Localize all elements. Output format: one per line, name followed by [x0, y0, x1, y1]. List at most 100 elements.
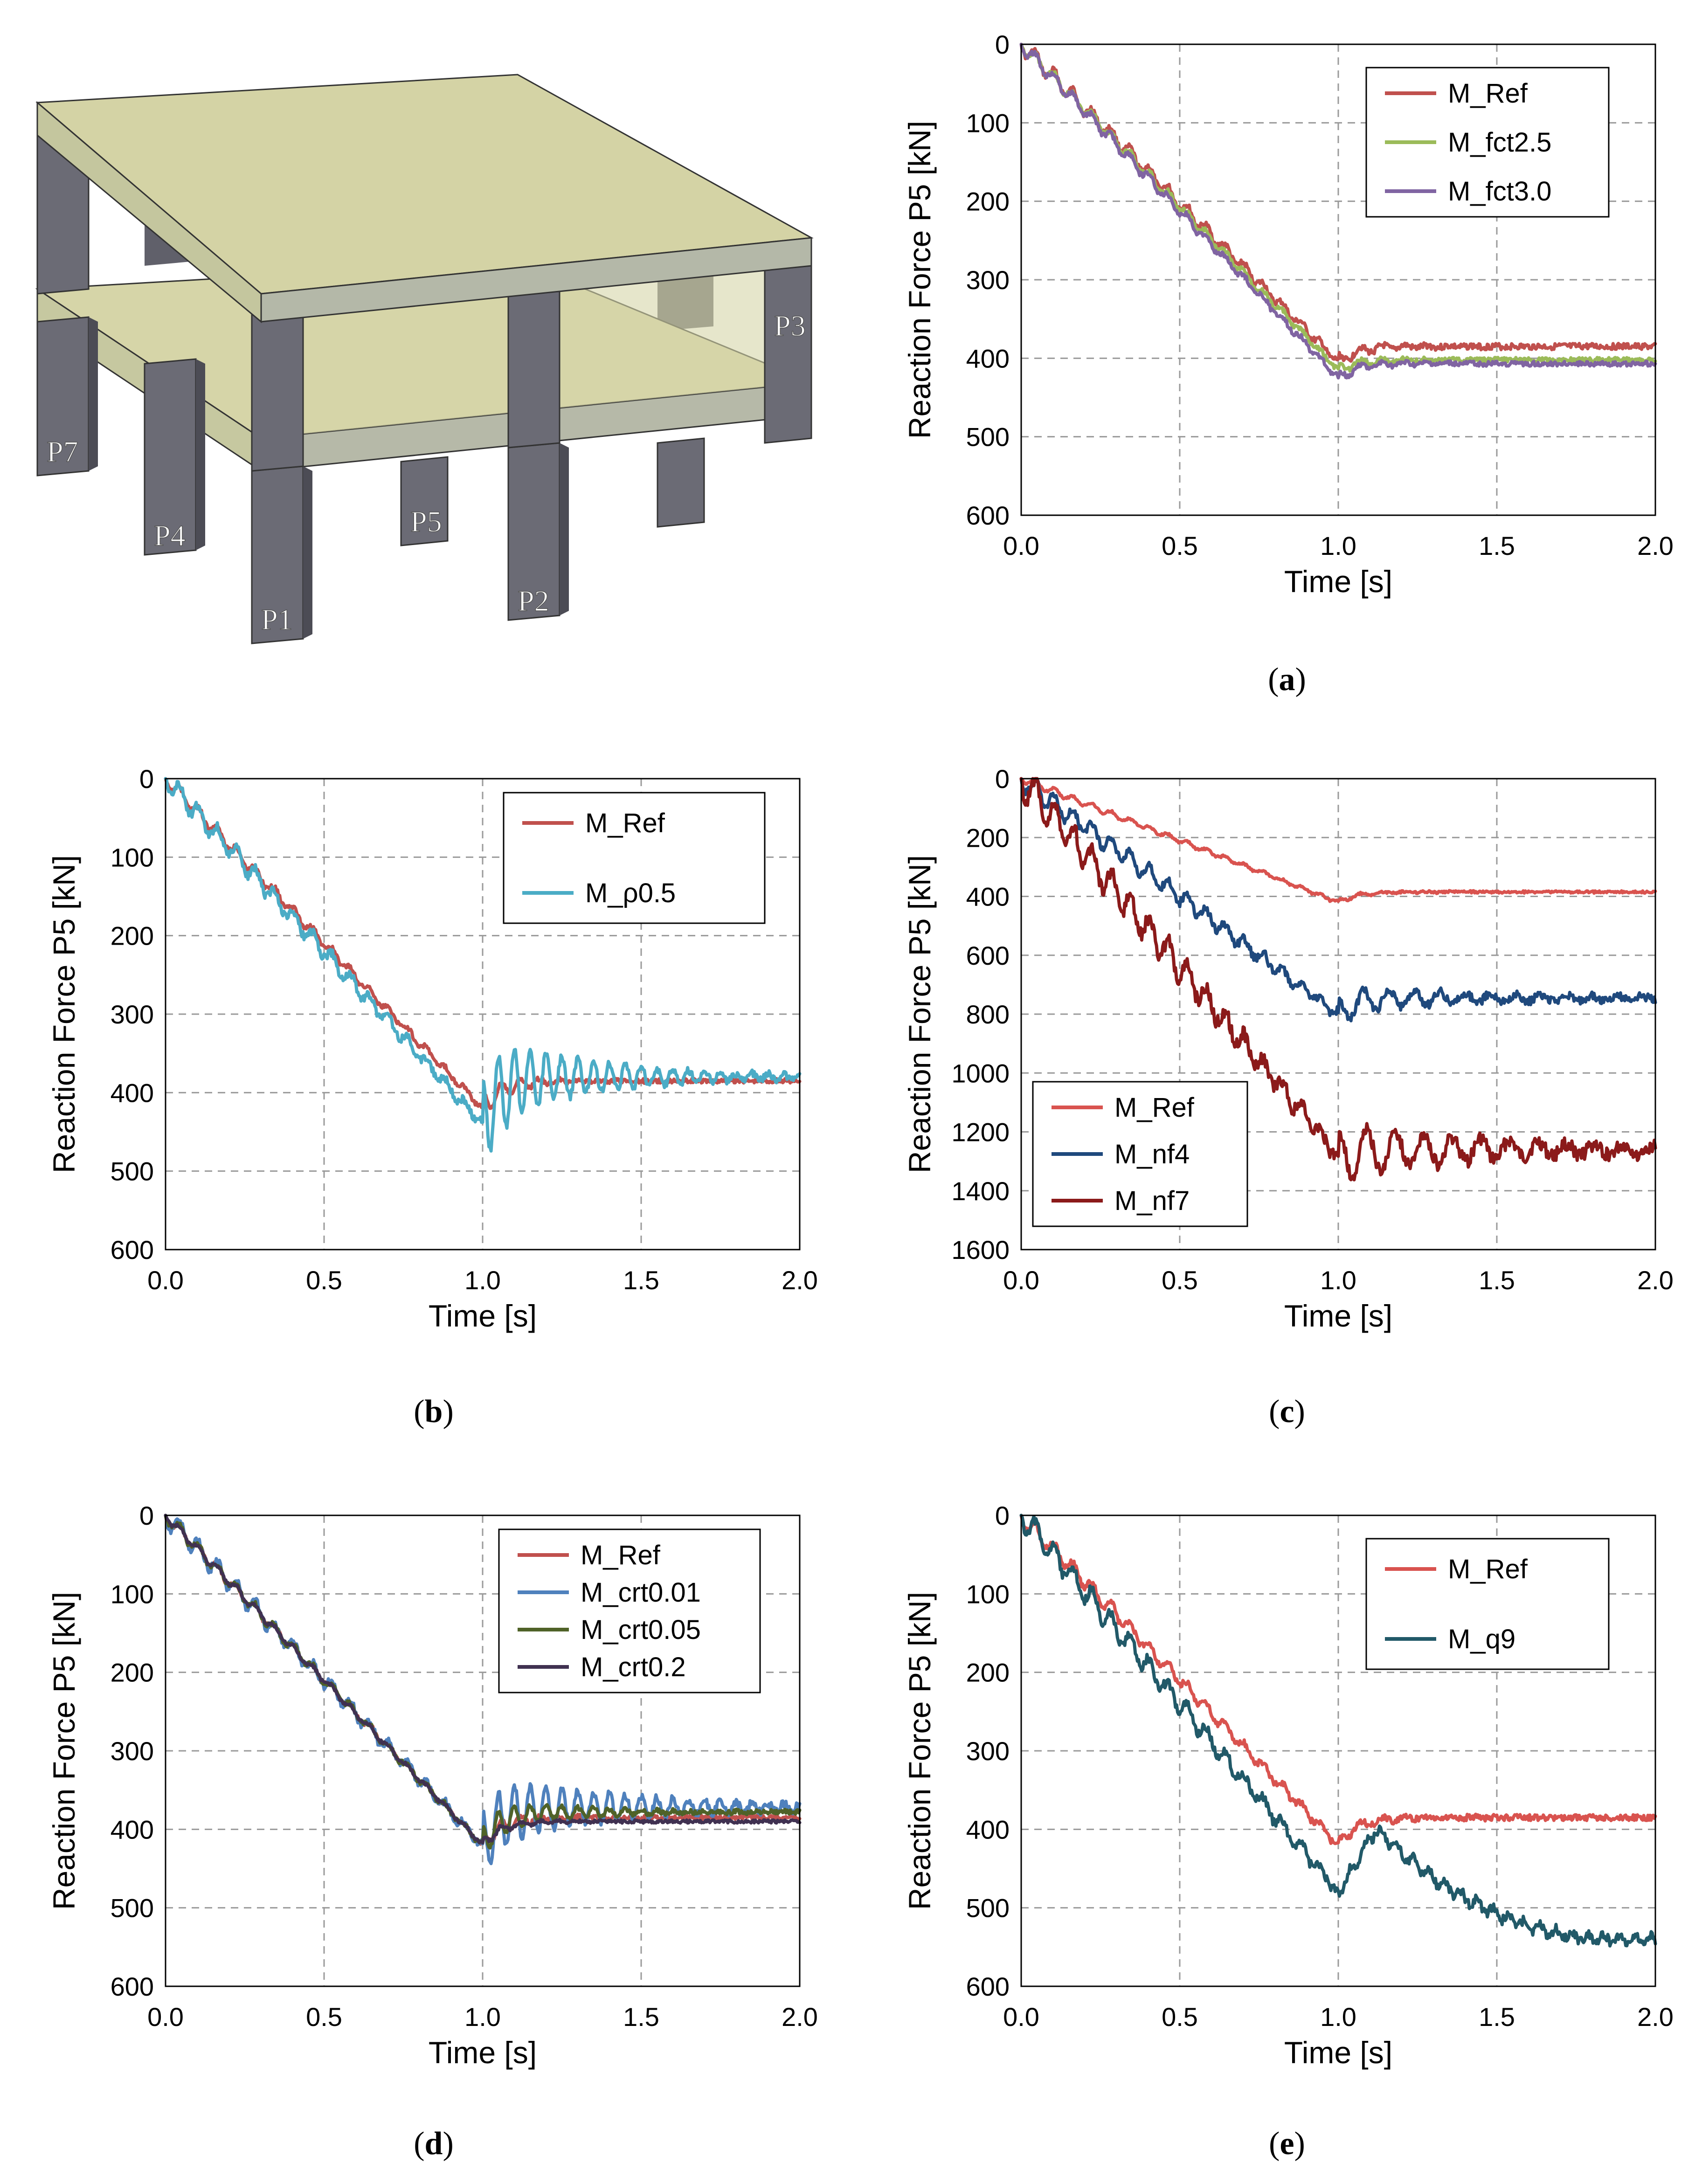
chart-d: 0.0 0.5 1.0 1.5 2.0 0 100 200 300 400 500 600 Time […: [47, 1501, 818, 2162]
x-tick-label: 1.0: [464, 2002, 501, 2032]
y-tick-label: 200: [111, 1658, 154, 1687]
legend-entry-label: M_nf7: [1114, 1186, 1190, 1216]
series-line-M_crt0.2: [164, 1514, 802, 1845]
x-tick-label: 2.0: [782, 1265, 818, 1295]
x-tick-label: 2.0: [1637, 1265, 1674, 1295]
column-label-p3: P3: [774, 309, 806, 342]
x-tick-label: 0.5: [306, 2002, 342, 2032]
legend-entry-label: M_Ref: [1448, 1554, 1528, 1584]
x-tick-label: 2.0: [1637, 531, 1674, 560]
series-line-M_nf4: [1019, 777, 1657, 1023]
y-tick-label: 0: [995, 30, 1010, 59]
plot-frame: [1020, 43, 1656, 516]
plot-frame: [1020, 778, 1656, 1251]
x-tick-label: 0.5: [1162, 2002, 1198, 2032]
x-tick-label: 1.5: [1479, 2002, 1515, 2032]
x-axis-label: Time [s]: [429, 2035, 537, 2070]
y-tick-label: 300: [966, 1736, 1010, 1766]
legend-entry-label: M_Ref: [585, 808, 665, 838]
column-upper-p2: [507, 274, 560, 449]
chart-b: 0.0 0.5 1.0 1.5 2.0 0 100 200 300 400 500 600 Time […: [47, 764, 818, 1430]
x-tick-label: 1.0: [1320, 2002, 1356, 2032]
column-p5: [400, 456, 449, 546]
y-axis-label: Reaction Force P5 [kN]: [47, 855, 81, 1173]
x-tick-label: 0.5: [306, 1265, 342, 1295]
x-tick-label: 1.5: [1479, 531, 1515, 560]
y-tick-label: 600: [966, 941, 1010, 970]
y-tick-label: 0: [139, 764, 154, 794]
y-axis-label: Reaction Force P5 [kN]: [902, 121, 937, 439]
x-tick-label: 1.0: [464, 1265, 501, 1295]
legend-entry-label: M_q9: [1448, 1624, 1515, 1654]
legend-entry-label: M_Ref: [581, 1540, 661, 1570]
x-tick-label: 2.0: [782, 2002, 818, 2032]
y-tick-label: 300: [966, 265, 1010, 295]
chart-a: 0.0 0.5 1.0 1.5 2.0 0 100 200 300 400 500 600 Time […: [902, 30, 1674, 698]
x-tick-label: 1.5: [623, 1265, 659, 1295]
legend: M_Ref M_q9: [1365, 1538, 1610, 1670]
x-tick-label: 0.0: [1003, 1265, 1039, 1295]
x-axis-label: Time [s]: [1284, 2035, 1392, 2070]
legend-entry-label: M_crt0.05: [581, 1615, 701, 1645]
panel-caption: (a): [1268, 662, 1306, 698]
x-tick-label: 0.5: [1162, 531, 1198, 560]
y-tick-label: 200: [966, 187, 1010, 216]
legend-box: [1365, 1538, 1610, 1670]
y-tick-label: 500: [111, 1894, 154, 1923]
x-axis-label: Time [s]: [1284, 564, 1392, 599]
plot-frame: [165, 778, 801, 1251]
legend-box: [503, 792, 766, 924]
y-tick-label: 100: [111, 843, 154, 872]
legend-entry-label: M_Ref: [1114, 1092, 1195, 1123]
x-tick-label: 1.5: [623, 2002, 659, 2032]
y-tick-label: 0: [995, 1501, 1010, 1530]
y-tick-label: 0: [139, 1501, 154, 1530]
y-tick-label: 600: [966, 501, 1010, 530]
y-tick-label: 500: [966, 422, 1010, 452]
y-tick-label: 600: [111, 1972, 154, 2001]
column-p4-side: [196, 359, 205, 550]
y-tick-label: 1400: [951, 1176, 1010, 1206]
plot-frame: [1020, 1514, 1656, 1987]
x-tick-label: 0.0: [147, 2002, 184, 2032]
series-line-M_Ref: [1019, 42, 1657, 363]
series-line-M_Ref: [1019, 1514, 1657, 1845]
series-line-M_q9: [1019, 1514, 1657, 1948]
legend: M_Ref M_nf4 M_nf7: [1032, 1081, 1248, 1227]
legend-entry-label: M_fct3.0: [1448, 176, 1551, 207]
y-tick-label: 400: [966, 882, 1010, 912]
x-axis-label: Time [s]: [1284, 1299, 1392, 1333]
chart-c: 0.0 0.5 1.0 1.5 2.0 0 200 400 600 800 1000 1200 1400…: [902, 764, 1674, 1430]
legend-entry-label: M_nf4: [1114, 1139, 1190, 1169]
y-tick-label: 300: [111, 1000, 154, 1029]
y-tick-label: 1000: [951, 1058, 1010, 1088]
y-tick-label: 100: [111, 1579, 154, 1609]
x-tick-label: 2.0: [1637, 2002, 1674, 2032]
y-tick-label: 200: [966, 823, 1010, 852]
panel-caption: (c): [1269, 1394, 1305, 1430]
y-tick-label: 200: [966, 1658, 1010, 1687]
series-line-M_nf7: [1019, 777, 1657, 1182]
structure-model-illustration: P1 P2 P3 P4 P5 P7: [35, 74, 814, 644]
y-tick-label: 600: [966, 1972, 1010, 2001]
top-slab-side: [36, 101, 262, 324]
column-label-p1: P1: [261, 603, 293, 636]
x-tick-label: 0.0: [1003, 531, 1039, 560]
y-axis-label: Reaction Force P5 [kN]: [47, 1592, 81, 1910]
y-tick-label: 100: [966, 108, 1010, 138]
series-line-M_Ref: [1019, 777, 1657, 903]
series-line-M_ρ0.5: [164, 777, 802, 1153]
column-label-p7: P7: [47, 435, 78, 468]
panel-caption: (e): [1269, 2126, 1305, 2162]
x-tick-label: 0.0: [1003, 2002, 1039, 2032]
y-tick-label: 1600: [951, 1235, 1010, 1265]
x-tick-label: 1.5: [1479, 1265, 1515, 1295]
series-line-M_fct3.0: [1019, 42, 1657, 380]
x-tick-label: 0.5: [1162, 1265, 1198, 1295]
legend: M_Ref M_fct2.5 M_fct3.0: [1365, 67, 1610, 218]
column-p2-side: [560, 443, 569, 615]
x-tick-label: 1.0: [1320, 531, 1356, 560]
column-p1-side: [303, 466, 312, 639]
legend-entry-label: M_fct2.5: [1448, 127, 1551, 158]
